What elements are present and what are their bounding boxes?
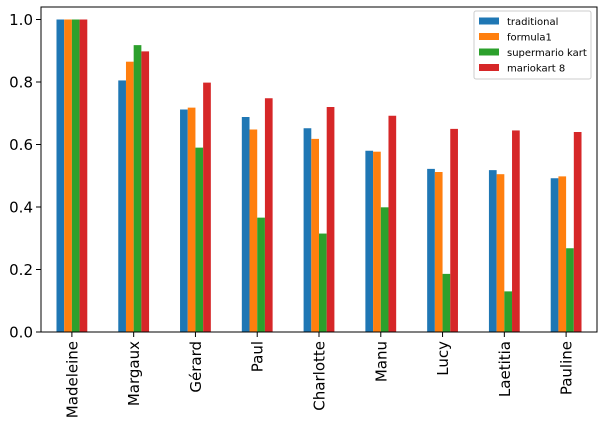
x-tick-label: Margaux [125, 341, 143, 406]
bar-formula1-manu [373, 151, 381, 332]
y-tick-label: 1.0 [9, 11, 33, 29]
bar-supermario-kart-manu [380, 207, 389, 332]
bar-mariokart-8-charlotte [326, 107, 335, 332]
bar-formula1-gérard [187, 107, 196, 333]
legend-swatch-supermario-kart [479, 48, 499, 56]
legend-box [473, 10, 592, 80]
bar-supermario-kart-paul [257, 217, 265, 333]
bar-supermario-kart-madeleine [71, 19, 80, 332]
legend-swatch-formula1 [479, 33, 499, 40]
y-tick-label: 0.0 [9, 324, 33, 342]
legend-label: supermario kart [507, 48, 587, 59]
x-tick-label: Pauline [558, 341, 576, 395]
bar-traditional-lucy [427, 168, 435, 333]
bar-formula1-laetitia [496, 174, 505, 332]
bar-formula1-madeleine [64, 19, 72, 332]
x-tick-label: Madeleine [63, 341, 81, 418]
legend-label: mariokart 8 [507, 64, 565, 75]
x-tick-label: Laetitia [496, 341, 514, 397]
x-tick-label: Manu [372, 341, 390, 382]
x-tick-label: Lucy [434, 341, 452, 376]
bar-traditional-charlotte [303, 128, 312, 332]
bar-mariokart-8-gérard [203, 82, 211, 333]
bar-mariokart-8-lucy [450, 128, 458, 333]
bar-mariokart-8-laetitia [512, 130, 520, 332]
bar-traditional-paul [241, 117, 250, 332]
bar-traditional-madeleine [56, 19, 65, 332]
x-tick-label: Paul [249, 341, 267, 372]
legend-label: traditional [507, 17, 558, 28]
x-tick-label: Gérard [187, 341, 205, 393]
y-tick-label: 0.8 [9, 74, 33, 92]
bar-traditional-laetitia [488, 170, 497, 333]
legend-label: formula1 [507, 33, 552, 44]
bar-traditional-pauline [550, 178, 559, 332]
bar-formula1-lucy [434, 172, 443, 332]
bar-supermario-kart-gérard [195, 147, 204, 333]
x-tick-label: Charlotte [311, 341, 329, 411]
y-tick-label: 0.4 [9, 199, 33, 217]
bar-mariokart-8-madeleine [79, 19, 88, 332]
legend-swatch-mariokart-8 [479, 64, 499, 71]
bar-formula1-margaux [125, 61, 134, 332]
legend-swatch-traditional [479, 17, 499, 25]
bar-formula1-paul [249, 129, 258, 332]
y-tick-label: 0.6 [9, 136, 33, 154]
bars-layer [56, 19, 582, 333]
bar-supermario-kart-pauline [566, 248, 574, 332]
bar-supermario-kart-lucy [442, 273, 451, 333]
bar-supermario-kart-margaux [133, 45, 142, 333]
bar-traditional-manu [365, 150, 374, 332]
bar-supermario-kart-charlotte [319, 233, 327, 332]
bar-mariokart-8-paul [264, 98, 273, 332]
y-tick-label: 0.2 [9, 261, 33, 279]
bar-supermario-kart-laetitia [504, 291, 513, 333]
axes-layer: 0.0 0.2 0.4 0.6 0.8 1.0 Madeleine Margaux Gérard… [9, 6, 598, 418]
bar-formula1-pauline [558, 176, 567, 333]
bar-traditional-margaux [118, 80, 126, 332]
bar-mariokart-8-pauline [573, 132, 582, 332]
bar-mariokart-8-manu [388, 115, 397, 332]
legend: traditional formula1 supermario kart mariok… [473, 10, 592, 80]
bar-mariokart-8-margaux [141, 51, 150, 333]
bar-formula1-charlotte [311, 138, 319, 333]
bar-traditional-gérard [180, 109, 188, 332]
